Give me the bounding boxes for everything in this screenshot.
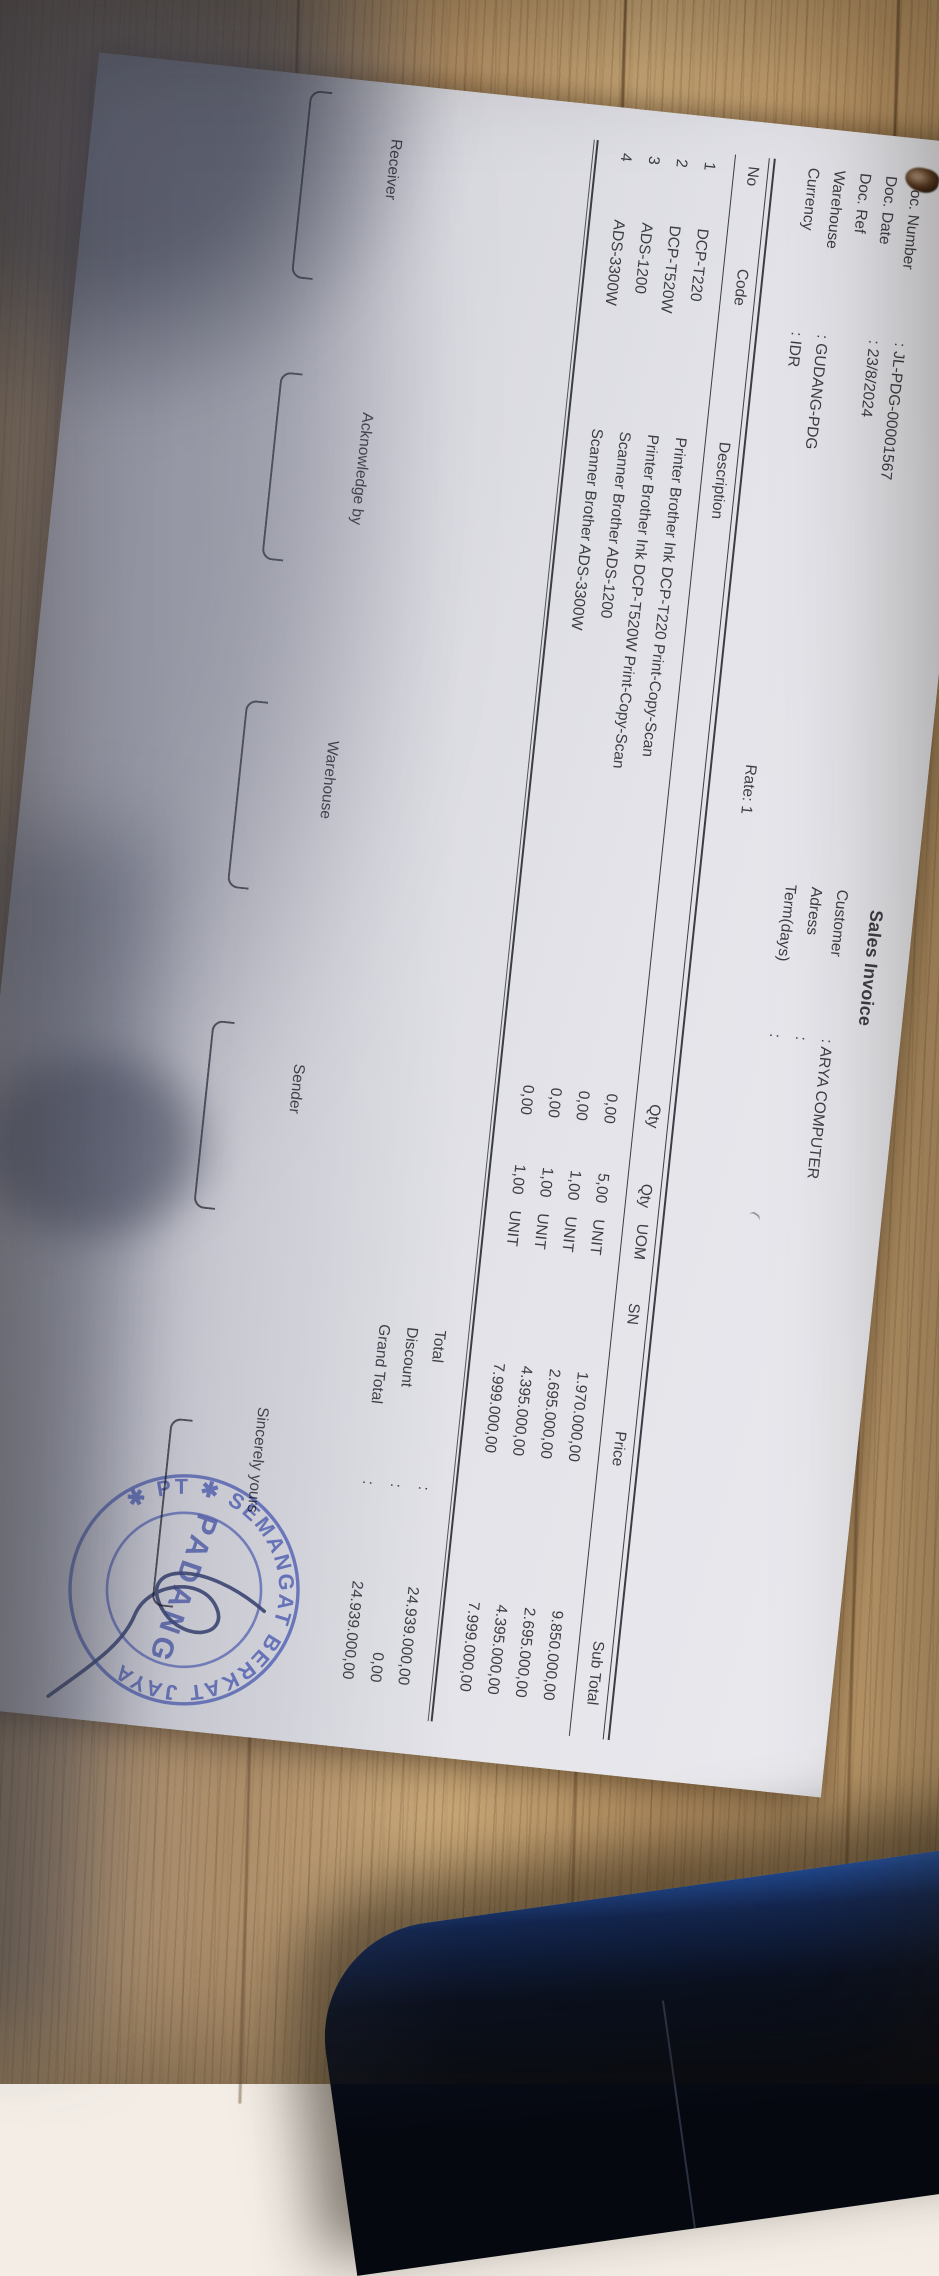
row-subtotal: 4.395.000,00 — [483, 1603, 511, 1696]
address-value: : — [791, 1035, 810, 1042]
row-price: 4.395.000,00 — [508, 1364, 536, 1457]
grand-total-value: 24.939.000,00 — [338, 1579, 366, 1681]
currency-value: : IDR — [784, 331, 805, 368]
doc-number-label: Doc. Number — [899, 177, 926, 271]
discount-colon: : — [386, 1482, 405, 1489]
col-header-no: No — [742, 165, 762, 188]
col-header-uom: UOM — [630, 1222, 651, 1261]
rate-label: Rate: 1 — [737, 763, 760, 816]
total-label: Total — [428, 1329, 449, 1364]
signature-label-warehouse: Warehouse — [316, 739, 342, 820]
photo-of-invoice: { "document": { "title": "Sales Invoice"… — [0, 0, 939, 2084]
signature-label-sender: Sender — [285, 1063, 308, 1115]
total-value: 24.939.000,00 — [394, 1585, 422, 1687]
discount-label: Discount — [397, 1326, 421, 1389]
stamp-center-text: PADANG — [141, 1509, 224, 1669]
stray-pen-mark — [743, 1210, 762, 1229]
signature-label-acknowledge-by: Acknowledge by — [347, 411, 377, 526]
handwritten-signature-scribble — [46, 1571, 266, 1698]
customer-label: Customer — [826, 888, 851, 958]
grand-total-colon: : — [359, 1479, 377, 1486]
row-subtotal: 9.850.000,00 — [539, 1609, 566, 1702]
warehouse-value: : GUDANG-PDG — [801, 333, 831, 451]
row-qty2: 1,00 — [563, 1169, 584, 1202]
signature-bracket — [192, 1019, 235, 1210]
grand-total-label: Grand Total — [367, 1323, 393, 1405]
row-no: 4 — [616, 152, 635, 163]
row-uom: UNIT — [530, 1212, 552, 1251]
row-qty2: 5,00 — [591, 1172, 612, 1205]
row-no: 2 — [672, 158, 691, 169]
total-colon: : — [414, 1485, 433, 1492]
row-no: 3 — [644, 155, 663, 166]
term-days-value: : — [765, 1032, 784, 1039]
col-header-code: Code — [730, 268, 752, 307]
row-subtotal: 7.999.000,00 — [455, 1600, 483, 1693]
row-qty2: 1,00 — [536, 1166, 557, 1199]
stamp-inner-ring — [105, 1511, 263, 1669]
row-price: 2.695.000,00 — [536, 1367, 564, 1460]
row-price: 7.999.000,00 — [481, 1362, 508, 1454]
customer-value: : ARYA COMPUTER — [803, 1038, 836, 1180]
row-uom: UNIT — [586, 1218, 607, 1256]
warehouse-label: Warehouse — [822, 169, 848, 250]
signature-bracket — [290, 89, 333, 281]
stamp-outer-ring — [68, 1474, 300, 1706]
address-label: Adress — [802, 886, 825, 936]
row-qty2: 1,00 — [508, 1163, 529, 1196]
invoice-sheet: Sales Invoice Doc. Number : JL-PDG-00001… — [0, 52, 939, 1798]
doc-ref-label: Doc. Ref — [850, 172, 874, 235]
row-subtotal: 2.695.000,00 — [511, 1606, 538, 1699]
company-stamp: ✱ PT ✱ SEMANGAT BERKAT JAYA PADANG — [46, 1468, 310, 1716]
row-price: 1.970.000,00 — [564, 1370, 591, 1463]
signature-label-receiver: Receiver — [381, 138, 405, 201]
doc-date-value: : 23/8/2024 — [857, 339, 883, 419]
signature-bracket — [261, 371, 303, 562]
row-no: 1 — [700, 161, 719, 172]
row-uom: UNIT — [502, 1209, 524, 1248]
currency-label: Currency — [798, 166, 823, 232]
doc-date-label: Doc. Date — [875, 175, 900, 246]
signature-bracket — [226, 699, 269, 890]
discount-value: 0,00 — [366, 1651, 387, 1684]
term-days-label: Term(days) — [774, 883, 800, 963]
row-uom: UNIT — [558, 1215, 580, 1254]
